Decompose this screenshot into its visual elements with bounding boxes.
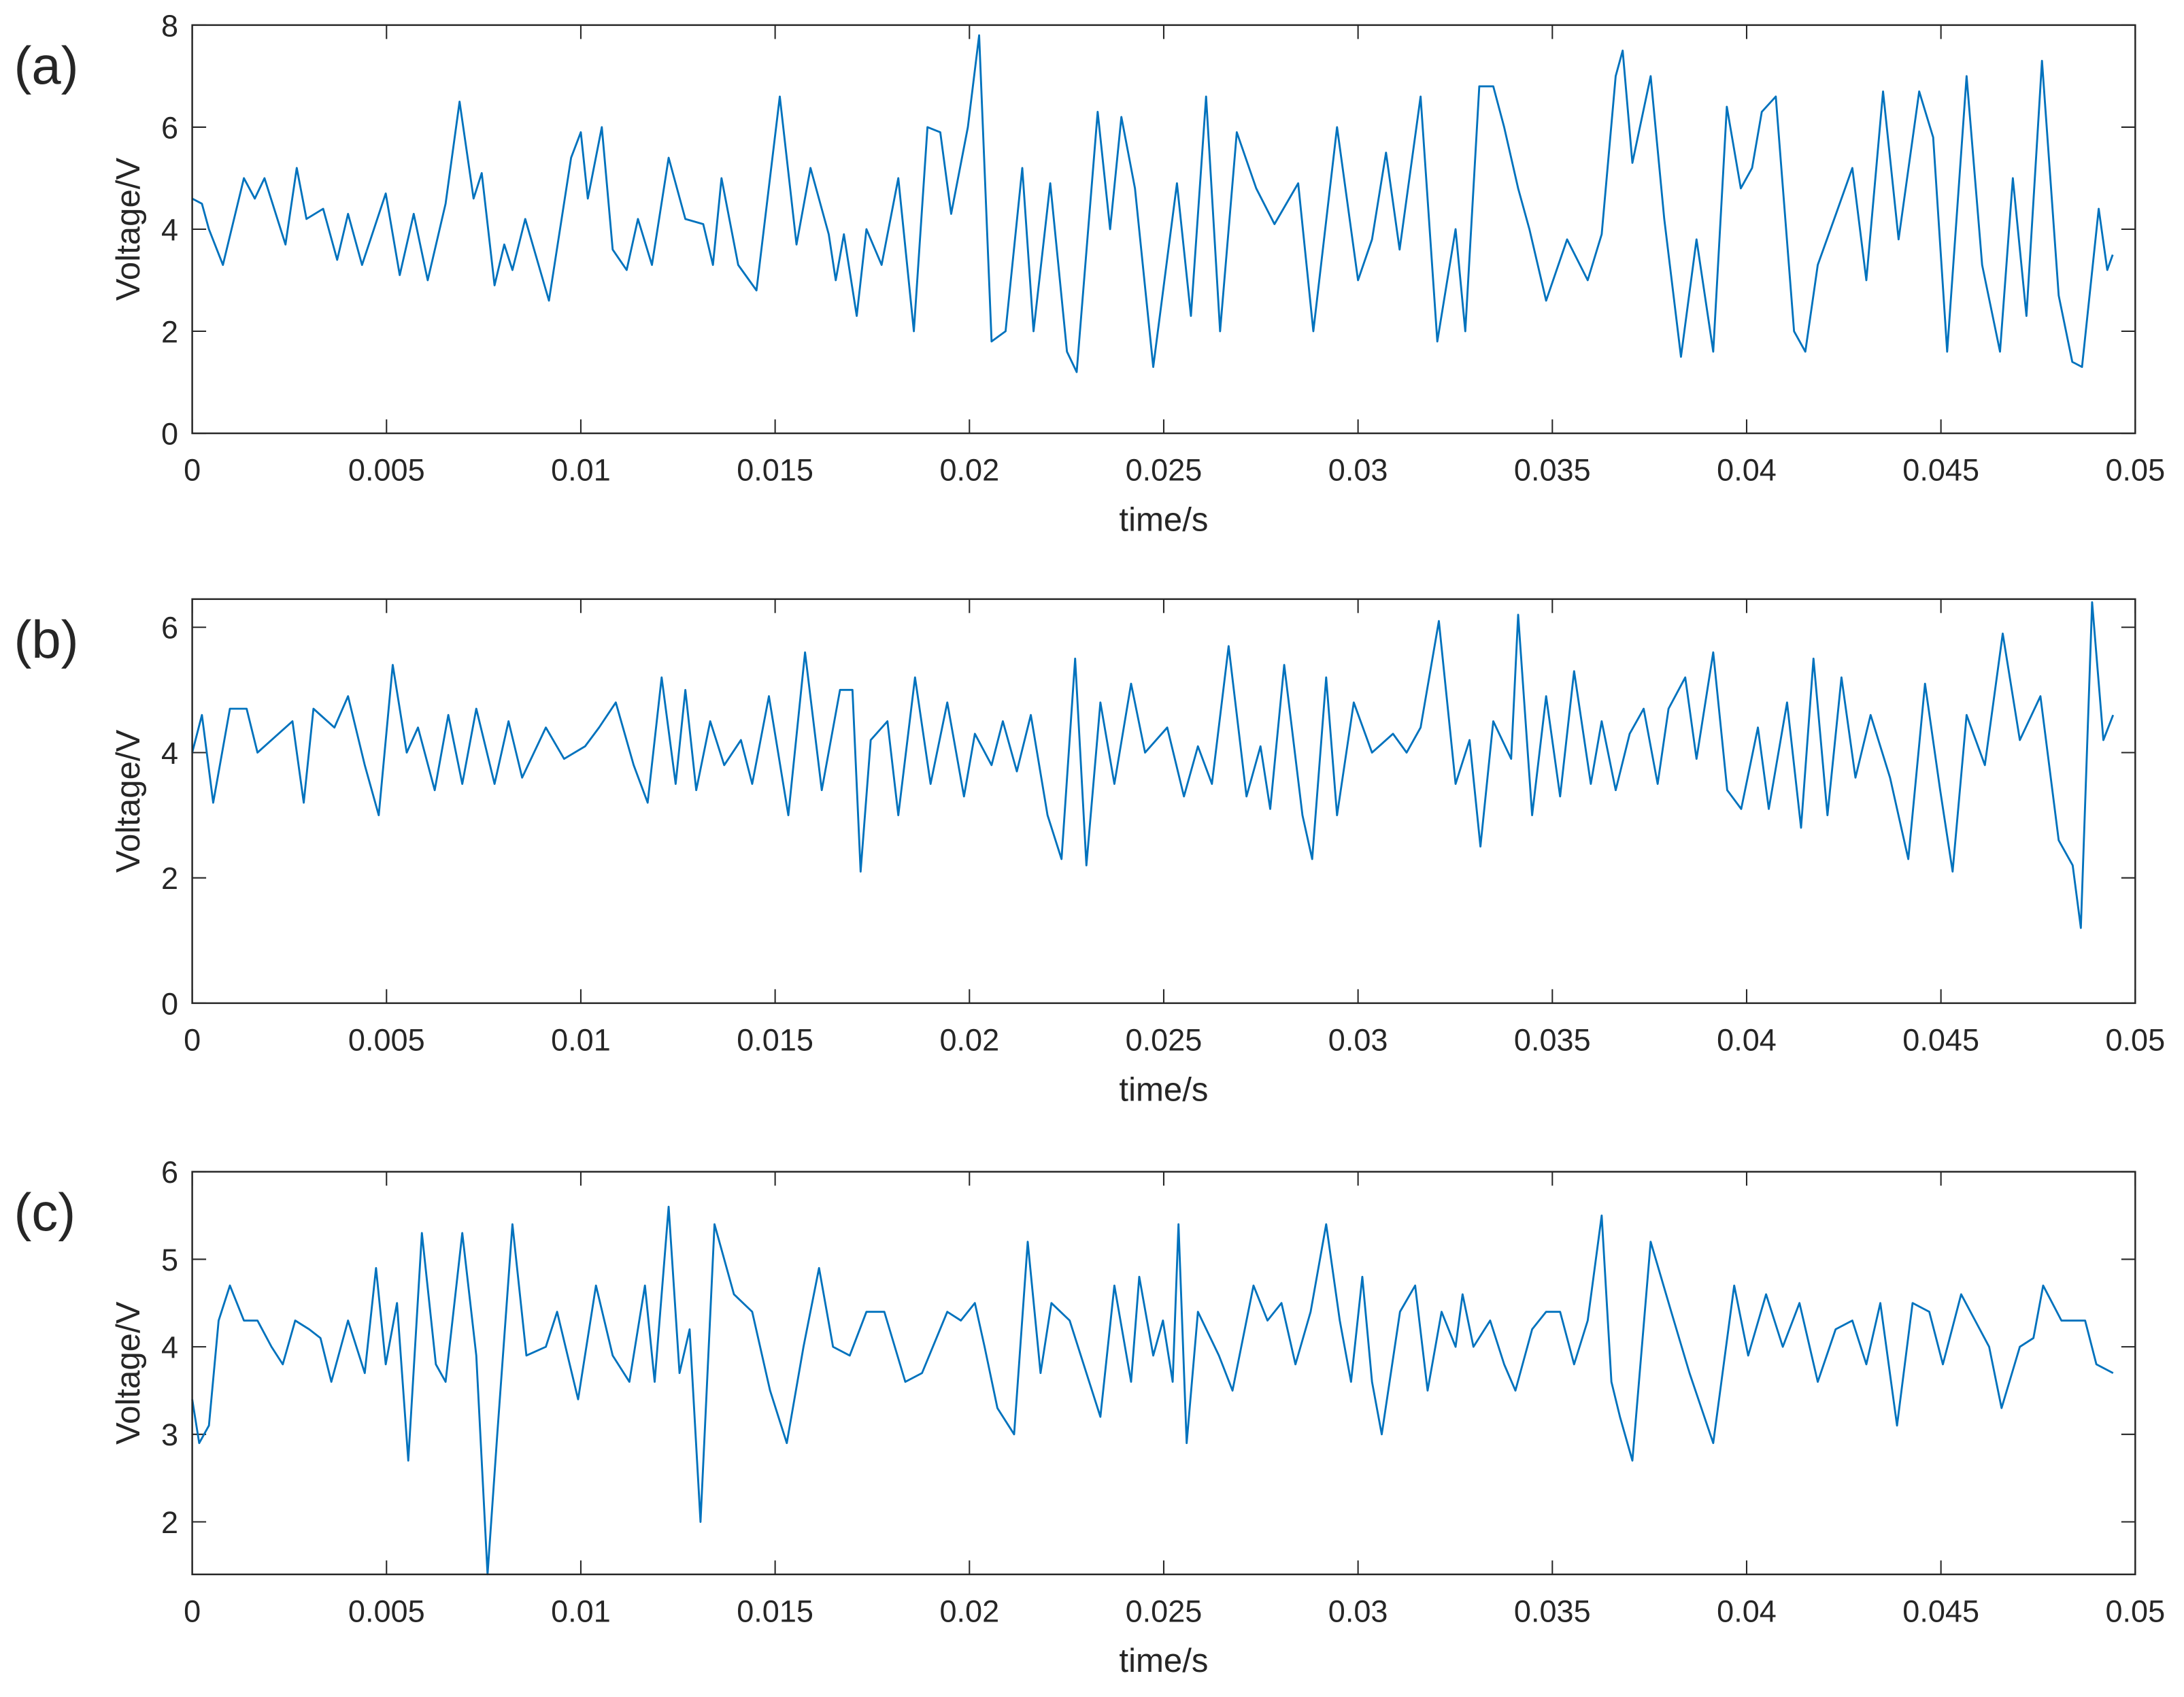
x-tick-label: 0.02 <box>939 453 999 488</box>
y-axis-label: Voltage/V <box>110 158 147 301</box>
x-tick-label: 0.035 <box>1514 453 1591 488</box>
y-axis-label: Voltage/V <box>110 729 147 873</box>
signal-line <box>191 601 2115 929</box>
x-tick-label: 0.025 <box>1126 1594 1203 1628</box>
x-tick-label: 0.015 <box>737 453 813 488</box>
panel: (a) 0 2 4 6 8 0 0.005 0.01 0.015 0.02 0.025 0.03 0.03… <box>14 8 2165 538</box>
x-tick-label: 0.04 <box>1717 1023 1777 1058</box>
y-axis-label: Voltage/V <box>110 1301 147 1445</box>
x-tick-label: 0.01 <box>551 453 611 488</box>
x-tick-label: 0.035 <box>1514 1023 1591 1058</box>
panel-label: (a) <box>14 37 78 95</box>
y-tick-label: 8 <box>161 8 178 43</box>
y-tick-label: 4 <box>161 212 178 247</box>
x-tick-label: 0 <box>184 1023 201 1058</box>
x-axis-label: time/s <box>1119 501 1208 538</box>
axes-frame <box>191 24 2136 435</box>
y-tick-label: 2 <box>161 314 178 349</box>
x-tick-label: 0.03 <box>1328 453 1388 488</box>
panel-label: (b) <box>14 611 78 669</box>
x-tick-label: 0.005 <box>348 1023 425 1058</box>
y-tick-label: 4 <box>161 1330 178 1365</box>
x-tick-label: 0.02 <box>939 1023 999 1058</box>
x-tick-label: 0 <box>184 453 201 488</box>
x-tick-label: 0.03 <box>1328 1594 1388 1628</box>
y-tick-label: 2 <box>161 1505 178 1540</box>
y-tick-label: 3 <box>161 1417 178 1452</box>
y-tick-label: 0 <box>161 416 178 451</box>
x-tick-label: 0.05 <box>2105 1023 2165 1058</box>
signal-line <box>191 1205 2114 1576</box>
axes-frame <box>191 1171 2136 1575</box>
x-tick-label: 0.025 <box>1126 453 1203 488</box>
x-tick-label: 0.005 <box>348 453 425 488</box>
y-tick-label: 6 <box>161 110 178 145</box>
y-tick-label: 4 <box>161 736 178 771</box>
y-tick-label: 6 <box>161 1155 178 1190</box>
x-tick-label: 0.015 <box>737 1594 813 1628</box>
x-tick-label: 0.01 <box>551 1594 611 1628</box>
x-tick-label: 0.04 <box>1717 453 1777 488</box>
x-tick-label: 0.03 <box>1328 1023 1388 1058</box>
y-tick-label: 5 <box>161 1243 178 1277</box>
y-tick-label: 0 <box>161 986 178 1021</box>
panel: (c) 2 3 4 5 6 0 0.005 0.01 0.015 0.02 0.025 0.03 0.03… <box>14 1155 2165 1679</box>
panel-label: (c) <box>14 1183 75 1242</box>
x-tick-label: 0.045 <box>1902 453 1979 488</box>
x-tick-label: 0.015 <box>737 1023 813 1058</box>
y-tick-label: 2 <box>161 861 178 896</box>
x-tick-label: 0.045 <box>1902 1594 1979 1628</box>
signal-line <box>191 34 2114 373</box>
x-tick-label: 0.01 <box>551 1023 611 1058</box>
x-tick-label: 0.035 <box>1514 1594 1591 1628</box>
axes-frame <box>191 598 2136 1005</box>
x-tick-label: 0.025 <box>1126 1023 1203 1058</box>
panel: (b) 0 2 4 6 0 0.005 0.01 0.015 0.02 0.025 0.03 0.035… <box>14 598 2165 1108</box>
x-tick-label: 0.04 <box>1717 1594 1777 1628</box>
x-tick-label: 0.02 <box>939 1594 999 1628</box>
y-tick-label: 6 <box>161 611 178 645</box>
x-axis-label: time/s <box>1119 1071 1208 1108</box>
x-tick-label: 0.05 <box>2105 453 2165 488</box>
x-tick-label: 0.05 <box>2105 1594 2165 1628</box>
x-tick-label: 0.045 <box>1902 1023 1979 1058</box>
x-tick-label: 0.005 <box>348 1594 425 1628</box>
x-tick-label: 0 <box>184 1594 201 1628</box>
x-axis-label: time/s <box>1119 1643 1208 1679</box>
